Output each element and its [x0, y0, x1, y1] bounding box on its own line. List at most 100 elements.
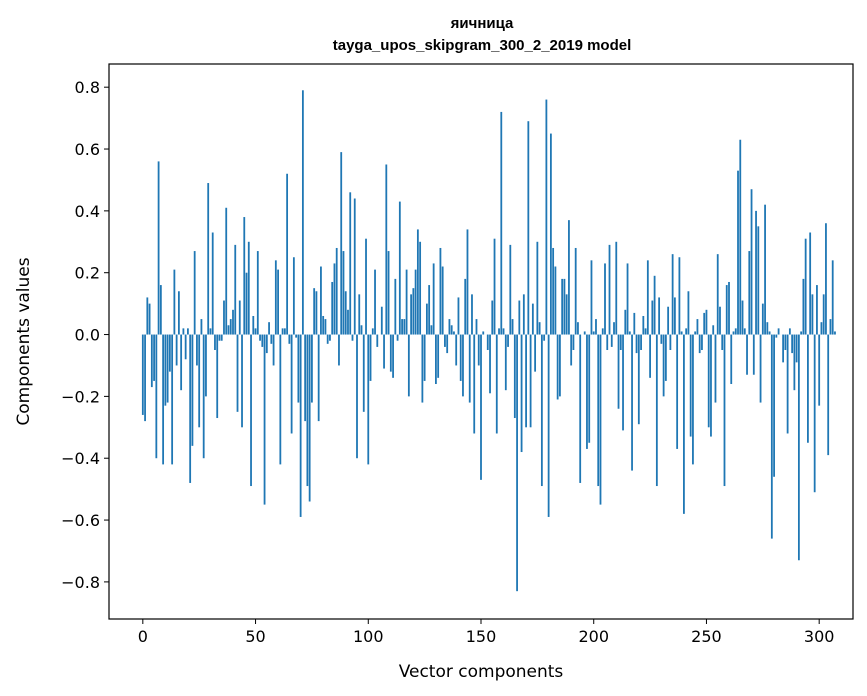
bar-235 — [671, 254, 674, 335]
bar-260 — [728, 281, 730, 335]
bar-193 — [577, 322, 579, 335]
bar-246 — [696, 319, 699, 335]
bar-170 — [525, 334, 527, 428]
bar-68 — [295, 334, 298, 338]
bar-108 — [385, 164, 388, 335]
bar-199 — [590, 260, 593, 335]
bar-45 — [243, 217, 246, 335]
bar-2 — [146, 297, 149, 335]
bar-35 — [220, 334, 223, 341]
x-tick-label: 200 — [578, 627, 609, 646]
bar-54 — [263, 334, 266, 505]
bar-30 — [209, 328, 212, 335]
bar-290 — [795, 334, 798, 363]
bar-183 — [554, 266, 557, 335]
bar-39 — [229, 319, 232, 335]
bar-200 — [592, 331, 595, 335]
bar-156 — [493, 238, 496, 335]
bar-87 — [338, 334, 340, 366]
bar-174 — [534, 334, 537, 372]
x-tick-label: 150 — [466, 627, 497, 646]
bar-40 — [232, 309, 234, 335]
bar-61 — [279, 334, 282, 465]
y-tick-label: 0.2 — [75, 264, 100, 283]
bar-102 — [371, 328, 374, 335]
bar-69 — [297, 334, 300, 403]
bar-284 — [782, 334, 785, 363]
bar-53 — [261, 334, 264, 347]
bar-4 — [150, 334, 153, 388]
x-tick-label: 50 — [245, 627, 265, 646]
bar-233 — [667, 306, 670, 335]
bar-295 — [807, 334, 809, 443]
bar-124 — [421, 334, 424, 403]
x-tick-label: 0 — [138, 627, 148, 646]
bar-130 — [435, 334, 437, 385]
bar-91 — [347, 309, 349, 335]
bar-47 — [247, 241, 250, 335]
bar-143 — [464, 278, 467, 335]
bar-142 — [462, 334, 464, 397]
bar-112 — [394, 278, 397, 335]
x-tick-label: 250 — [691, 627, 722, 646]
bar-77 — [315, 291, 318, 335]
bar-190 — [570, 334, 573, 366]
bar-248 — [701, 334, 703, 350]
bar-258 — [723, 334, 726, 487]
bar-29 — [207, 183, 210, 335]
bar-82 — [326, 334, 329, 344]
bar-62 — [281, 328, 284, 335]
bar-155 — [491, 300, 494, 335]
bar-299 — [816, 285, 818, 335]
bar-17 — [180, 334, 183, 391]
bar-109 — [387, 251, 390, 335]
bar-85 — [333, 263, 336, 335]
bar-278 — [768, 331, 771, 335]
bar-131 — [437, 334, 440, 378]
bar-18 — [182, 328, 185, 335]
x-tick-label: 100 — [353, 627, 384, 646]
bar-84 — [331, 281, 334, 335]
bar-245 — [694, 331, 697, 335]
bar-1 — [144, 334, 146, 422]
bar-63 — [283, 328, 286, 335]
bar-293 — [802, 278, 805, 335]
bar-5 — [153, 334, 155, 381]
bar-240 — [683, 334, 685, 514]
bar-165 — [513, 334, 516, 419]
bar-225 — [649, 334, 651, 378]
bar-253 — [712, 325, 715, 335]
bar-132 — [439, 247, 442, 335]
bar-57 — [270, 334, 273, 344]
bar-186 — [561, 278, 564, 335]
bar-273 — [757, 226, 760, 335]
bar-237 — [676, 334, 679, 449]
bar-19 — [184, 334, 187, 360]
y-tick-label: −0.2 — [61, 387, 100, 406]
bar-234 — [669, 334, 672, 350]
bar-306 — [831, 260, 834, 335]
bar-304 — [827, 334, 830, 456]
bar-37 — [225, 207, 228, 335]
bar-168 — [520, 334, 523, 453]
bar-172 — [529, 334, 532, 428]
bar-208 — [610, 334, 613, 347]
y-axis-label: Components values — [14, 257, 34, 425]
bar-180 — [547, 334, 550, 517]
bar-34 — [218, 334, 221, 341]
bar-133 — [441, 266, 444, 335]
bar-166 — [516, 334, 518, 592]
bar-226 — [651, 300, 654, 335]
y-tick-label: −0.4 — [61, 449, 100, 468]
bar-264 — [737, 170, 739, 335]
bar-26 — [200, 319, 203, 335]
bar-116 — [403, 319, 406, 335]
bar-300 — [818, 334, 821, 406]
bar-99 — [365, 238, 367, 335]
chart-subtitle: tayga_upos_skipgram_300_2_2019 model — [333, 37, 632, 54]
bar-294 — [804, 238, 807, 335]
bar-270 — [750, 189, 753, 335]
bar-135 — [446, 334, 449, 354]
bar-266 — [741, 300, 744, 335]
bar-28 — [205, 334, 207, 397]
